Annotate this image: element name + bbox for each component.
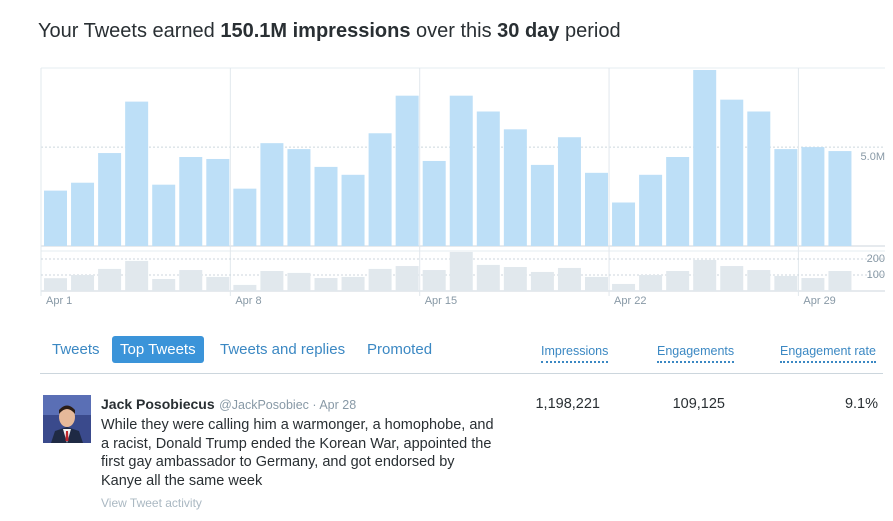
bar <box>693 259 717 291</box>
bar <box>395 266 419 291</box>
title-text: Your Tweets earned <box>38 20 221 42</box>
impressions-value: 1,198,221 <box>535 396 600 412</box>
impressions-chart: 5.0M Apr 1 Apr 8 Apr 15 Apr 22 Apr 29 100 200 <box>40 67 885 307</box>
bar <box>71 275 95 291</box>
bar <box>720 99 744 247</box>
bar <box>98 268 122 291</box>
bar <box>44 278 67 291</box>
bar <box>747 270 771 291</box>
bar <box>179 157 203 246</box>
bar <box>206 276 230 291</box>
tab[interactable]: Top Tweets <box>112 336 204 363</box>
y-tick-label: 200 <box>867 253 885 265</box>
title-bold: 150.1M impressions <box>220 20 411 42</box>
bar <box>341 174 365 246</box>
title-bold: 30 day <box>497 20 560 42</box>
bar <box>503 267 527 291</box>
tab[interactable]: Promoted <box>367 341 433 358</box>
bar <box>341 276 365 291</box>
x-tick-label: Apr 29 <box>803 295 835 307</box>
bar <box>720 266 744 291</box>
bar <box>666 271 690 291</box>
separator: · <box>308 398 320 412</box>
engagements-value: 109,125 <box>672 396 725 412</box>
column-header[interactable]: Engagement rate <box>780 344 876 363</box>
bar <box>476 111 500 246</box>
bar <box>44 190 67 246</box>
bar <box>152 279 176 291</box>
bar <box>639 174 663 246</box>
bar <box>612 202 636 246</box>
bar <box>530 164 554 246</box>
bar <box>314 166 338 246</box>
bar <box>287 149 311 246</box>
engagement-rate-value: 9.1% <box>844 396 878 412</box>
bar <box>828 271 852 291</box>
bar <box>801 147 825 246</box>
bar <box>774 149 798 246</box>
y-tick-label: 5.0M <box>861 151 885 163</box>
bar <box>179 270 203 291</box>
bar <box>449 95 473 246</box>
activity-link[interactable]: View Tweet activity <box>101 496 202 510</box>
bar <box>449 251 473 291</box>
bar <box>260 143 284 246</box>
title-text: period <box>559 20 621 42</box>
tweet-text: While they were calling him a warmonger,… <box>101 417 494 489</box>
column-header[interactable]: Impressions <box>541 344 609 363</box>
bar <box>693 69 717 246</box>
bar <box>639 275 663 291</box>
bar <box>125 260 149 291</box>
bar <box>233 284 257 291</box>
author-name[interactable]: Jack Posobiecus <box>101 396 215 412</box>
bar <box>422 160 446 246</box>
bar <box>828 151 852 246</box>
bar <box>395 95 419 246</box>
bar <box>314 278 338 291</box>
bar <box>368 133 392 246</box>
tab[interactable]: Tweets <box>52 341 100 358</box>
summary-title: Your Tweets earned 150.1M impressions ov… <box>38 20 621 43</box>
title-text: over this <box>410 20 498 42</box>
bar <box>422 270 446 291</box>
bar <box>747 111 771 246</box>
bar <box>98 153 122 246</box>
bar <box>666 157 690 246</box>
bar <box>476 264 500 291</box>
x-tick-label: Apr 8 <box>235 295 261 307</box>
bar <box>585 276 608 291</box>
tab[interactable]: Tweets and replies <box>220 341 346 358</box>
bar <box>287 272 311 291</box>
divider <box>40 373 883 374</box>
y-tick-label: 100 <box>867 269 885 281</box>
bar <box>585 172 608 246</box>
bar <box>206 158 230 246</box>
bar <box>368 268 392 291</box>
bar <box>774 275 798 291</box>
bar <box>233 188 257 246</box>
tweet: Jack Posobiecus @JackPosobiec · Apr 28 W… <box>101 396 496 510</box>
bar <box>71 182 95 246</box>
bar <box>557 137 581 246</box>
column-header[interactable]: Engagements <box>657 344 735 363</box>
avatar[interactable] <box>43 395 91 443</box>
bar <box>801 278 825 291</box>
x-tick-label: Apr 15 <box>425 295 457 307</box>
bar <box>557 267 581 291</box>
bar <box>530 271 554 291</box>
bar <box>260 271 284 291</box>
tweet-date: Apr 28 <box>319 398 357 412</box>
bar <box>152 184 176 246</box>
author-handle[interactable]: @JackPosobiec <box>219 398 309 412</box>
bar <box>612 283 636 291</box>
x-tick-label: Apr 22 <box>614 295 646 307</box>
bar <box>125 101 149 246</box>
x-tick-label: Apr 1 <box>46 295 72 307</box>
bar <box>503 129 527 246</box>
